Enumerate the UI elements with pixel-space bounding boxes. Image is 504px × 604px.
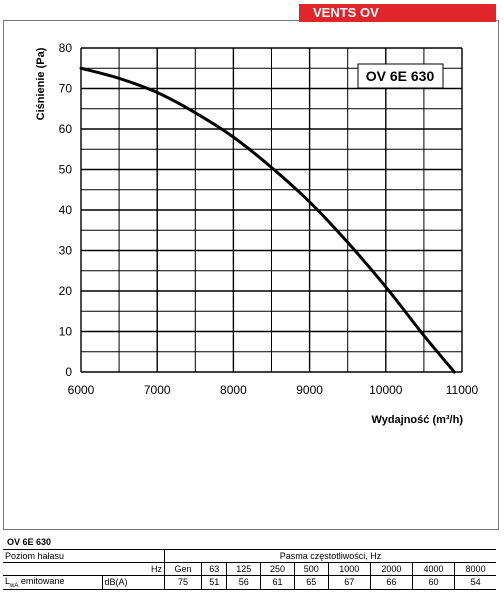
y-tick-label: 50 [59, 163, 73, 177]
x-tick-label: 8000 [220, 383, 247, 397]
chart-frame [3, 20, 499, 530]
x-tick-label: 6000 [68, 383, 95, 397]
x-tick-label: 10000 [369, 383, 403, 397]
model-label-box [357, 63, 444, 89]
band-value-cell: 75 [163, 575, 202, 590]
chart-grid [80, 47, 463, 373]
axis-ticks: 0 10 20 30 40 50 60 70 80 6000 7000 8000 9000 10000 11… [59, 41, 479, 397]
model-label: OV 6E 630 [366, 68, 435, 84]
band-header-cell: 250 [260, 562, 295, 576]
y-tick-label: 10 [59, 325, 73, 339]
x-tick-label: 9000 [296, 383, 323, 397]
band-header-cell: 2000 [369, 562, 413, 576]
band-header-cell: 8000 [454, 562, 496, 576]
band-header-cell: Gen [163, 562, 202, 576]
band-value-cell: 67 [327, 575, 371, 590]
y-tick-label: 70 [59, 82, 73, 96]
table-row: LwA emitowane dB(A) 75 51 56 61 65 67 66 60 54 [3, 575, 496, 590]
table-row: Hz Gen 63 125 250 500 1000 2000 4000 8000 [3, 562, 496, 576]
band-header-cell: 500 [293, 562, 329, 576]
band-header-cell: 125 [226, 562, 261, 576]
pressure-chart: 0 10 20 30 40 50 60 70 80 6000 7000 8000 9000 10000 11… [35, 41, 479, 426]
band-header-cell: 1000 [327, 562, 371, 576]
hz-label: Hz [102, 562, 165, 576]
row-label: LwA emitowane [3, 575, 102, 590]
y-tick-label: 80 [59, 41, 73, 55]
band-header: Pasma częstotliwości, Hz [164, 549, 496, 563]
band-header-cell: 4000 [411, 562, 455, 576]
x-tick-label: 7000 [144, 383, 171, 397]
y-axis-label: Ciśnienie (Pa) [35, 47, 47, 120]
band-value-cell: 65 [293, 575, 329, 590]
y-tick-label: 40 [59, 203, 73, 217]
y-tick-label: 0 [65, 365, 72, 379]
brand-banner: VENTS OV [299, 4, 496, 22]
band-value-cell: 66 [369, 575, 413, 590]
band-header-cell: 63 [201, 562, 227, 576]
y-tick-label: 20 [59, 284, 73, 298]
table-row: Poziom hałasu Pasma częstotliwości, Hz [3, 549, 496, 563]
x-tick-label: 11000 [446, 383, 479, 397]
band-value-cell: 51 [201, 575, 227, 590]
series-line [79, 66, 456, 374]
lwa-l: L [5, 576, 11, 586]
unit-label: dB(A) [101, 575, 165, 590]
y-tick-label: 60 [59, 122, 73, 136]
x-axis-label: Wydajność (m³/h) [372, 414, 464, 426]
table-model-title: OV 6E 630 [7, 537, 52, 547]
y-tick-label: 30 [59, 244, 73, 258]
lwa-text: emitowane [20, 576, 65, 586]
band-value-cell: 60 [411, 575, 455, 590]
band-value-cell: 61 [260, 575, 295, 590]
lwa-sub: wA [10, 582, 19, 589]
band-value-cell: 54 [454, 575, 496, 590]
noise-level-label: Poziom hałasu [3, 549, 165, 563]
band-value-cell: 56 [226, 575, 261, 590]
noise-table: Poziom hałasu Pasma częstotliwości, Hz H… [3, 549, 496, 590]
empty-cell [3, 562, 102, 576]
